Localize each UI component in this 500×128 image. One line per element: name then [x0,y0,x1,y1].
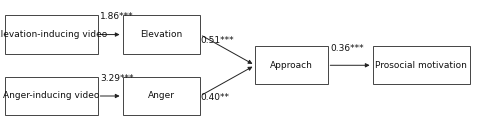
FancyBboxPatch shape [255,46,328,84]
Text: 0.40**: 0.40** [200,93,229,102]
Text: Prosocial motivation: Prosocial motivation [376,61,467,70]
Text: Elevation-inducing video: Elevation-inducing video [0,30,108,39]
FancyBboxPatch shape [372,46,470,84]
Text: Approach: Approach [270,61,312,70]
FancyBboxPatch shape [5,15,98,54]
Text: 0.36***: 0.36*** [330,44,364,53]
Text: 3.29***: 3.29*** [100,74,134,83]
Text: Anger-inducing video: Anger-inducing video [3,92,100,100]
Text: 0.51***: 0.51*** [200,36,234,45]
Text: Anger: Anger [148,92,175,100]
FancyBboxPatch shape [122,77,200,115]
Text: 1.86***: 1.86*** [100,12,134,21]
FancyBboxPatch shape [122,15,200,54]
FancyBboxPatch shape [5,77,98,115]
Text: Elevation: Elevation [140,30,182,39]
